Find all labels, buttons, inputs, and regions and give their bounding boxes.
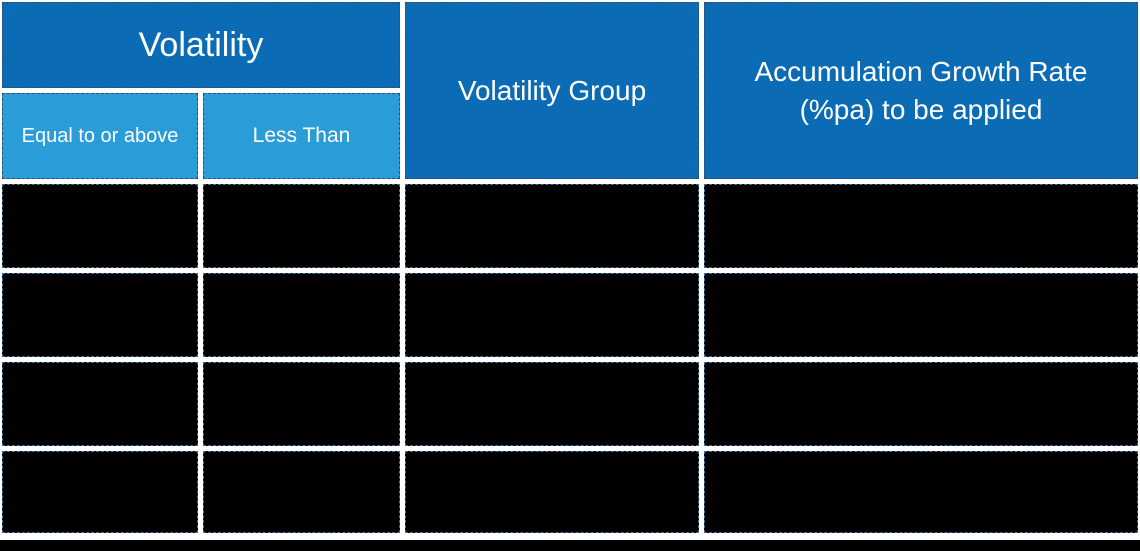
bottom-black-strip: [0, 540, 1140, 551]
cell-row4-volatility-group-redacted: [405, 451, 699, 533]
cell-row2-accumulation-growth-rate-redacted: [704, 273, 1138, 357]
cell-row3-less-than-redacted: [203, 362, 400, 446]
header-less-than: Less Than: [203, 93, 400, 179]
cell-row3-accumulation-growth-rate-redacted: [704, 362, 1138, 446]
cell-row1-volatility-group-redacted: [405, 184, 699, 268]
cell-row3-volatility-group-redacted: [405, 362, 699, 446]
header-accumulation-growth-rate: Accumulation Growth Rate (%pa) to be app…: [704, 2, 1138, 179]
cell-row4-less-than-redacted: [203, 451, 400, 533]
cell-row1-accumulation-growth-rate-redacted: [704, 184, 1138, 268]
cell-row2-volatility-group-redacted: [405, 273, 699, 357]
cell-row2-equal-to-or-above-redacted: [2, 273, 198, 357]
cell-row2-less-than-redacted: [203, 273, 400, 357]
cell-row1-equal-to-or-above-redacted: [2, 184, 198, 268]
header-volatility-group: Volatility Group: [405, 2, 699, 179]
cell-row3-equal-to-or-above-redacted: [2, 362, 198, 446]
header-equal-to-or-above: Equal to or above: [2, 93, 198, 179]
cell-row4-equal-to-or-above-redacted: [2, 451, 198, 533]
header-volatility: Volatility: [2, 2, 400, 88]
cell-row4-accumulation-growth-rate-redacted: [704, 451, 1138, 533]
cell-row1-less-than-redacted: [203, 184, 400, 268]
volatility-table: Volatility Equal to or above Less Than V…: [0, 0, 1140, 533]
